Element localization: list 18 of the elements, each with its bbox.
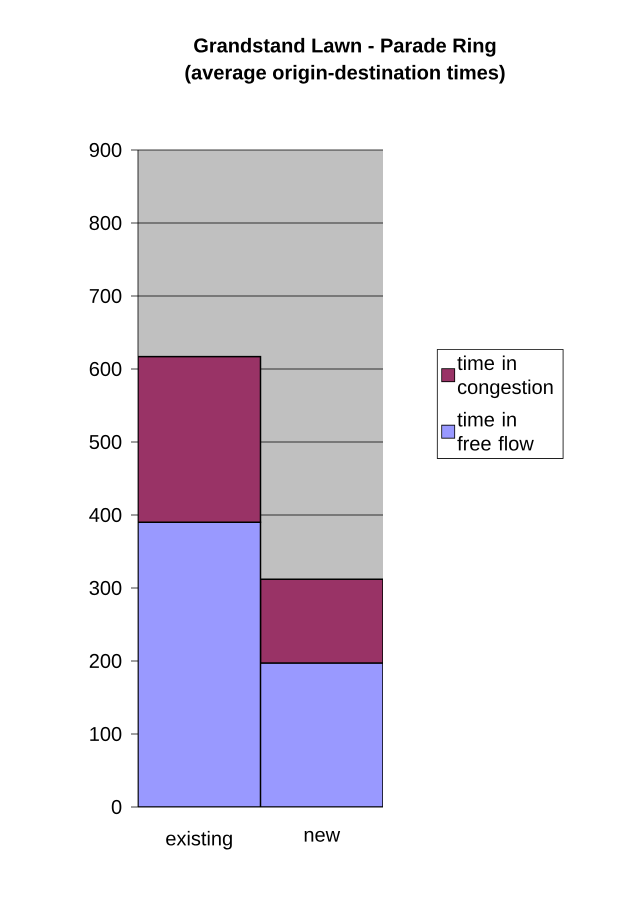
y-tick-label: 700 [90,288,122,304]
y-tick-label: 200 [90,654,122,668]
y-tick-label: 300 [90,580,122,596]
x-tick-label: new [304,830,340,842]
y-tick-label: 400 [89,508,122,522]
x-tick-label: existing [166,830,232,850]
legend-label: time in congestion [457,355,553,398]
y-tick-label: 500 [90,434,122,450]
y-tick-label: 900 [90,142,122,158]
chart-subtitle: (average origin-destination times) [185,64,505,84]
bar [138,356,262,524]
bar [260,578,383,664]
y-tick-label: 800 [90,216,122,230]
y-tick-label: 600 [90,362,122,376]
chart-title: Grandstand Lawn - Parade Ring [194,38,496,57]
legend-label: time in free flow [457,412,534,451]
y-tick-label: 100 [90,726,122,742]
y-tick-label: 0 [112,800,122,814]
